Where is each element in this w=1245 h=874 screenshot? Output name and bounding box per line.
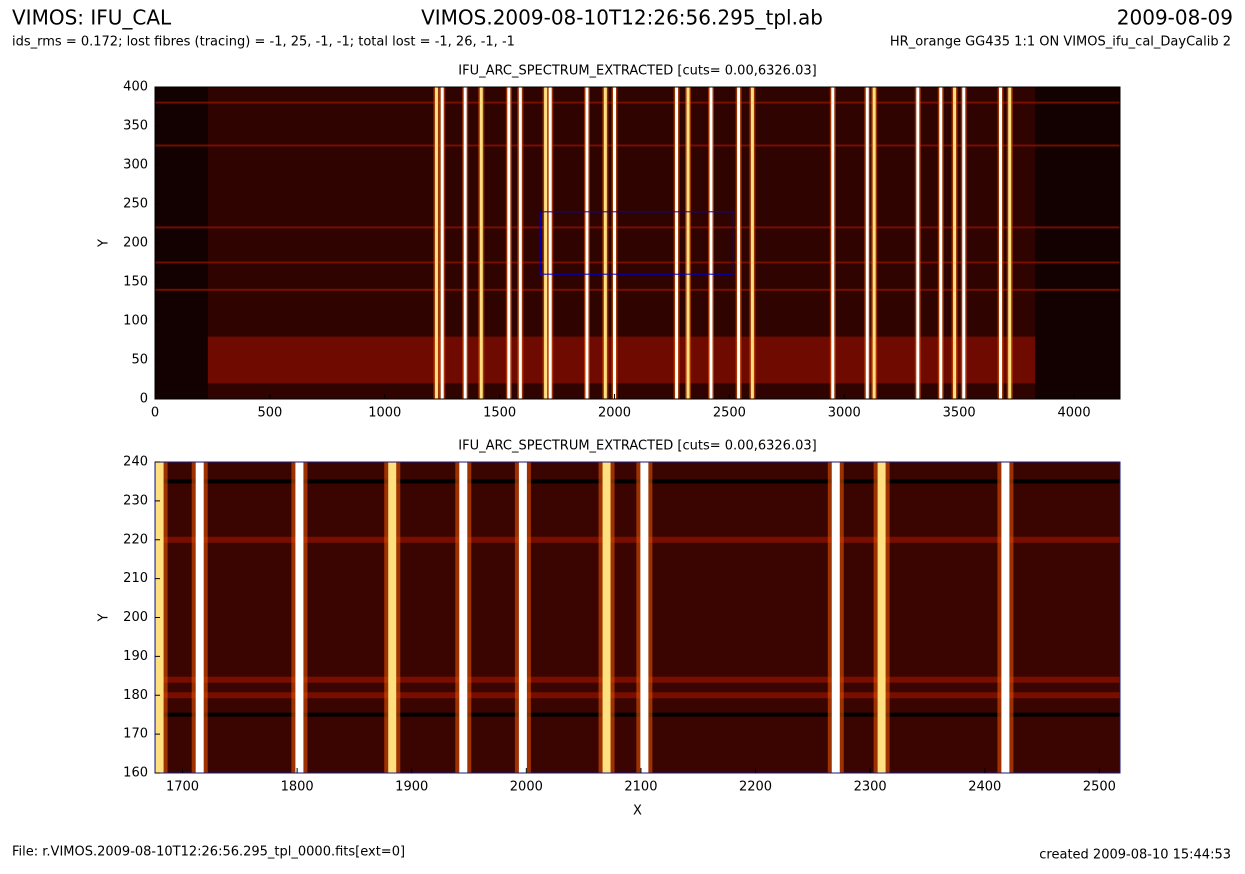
- arc-line: [999, 87, 1003, 399]
- x-tick-label: 3500: [943, 406, 976, 421]
- fibre-row: [155, 101, 1120, 104]
- y-tick-label: 160: [123, 766, 148, 781]
- y-tick-label: 230: [123, 493, 148, 508]
- x-tick-label: 2500: [1083, 780, 1116, 795]
- arc-line: [440, 87, 444, 399]
- y-tick-label: 400: [123, 80, 148, 95]
- header-date: 2009-08-09: [1117, 6, 1233, 30]
- fibre-row: [155, 144, 1120, 147]
- arc-line: [953, 87, 957, 399]
- x-tick-label: 1000: [368, 406, 401, 421]
- x-tick-label: 2400: [968, 780, 1001, 795]
- x-tick-label: 2100: [624, 780, 657, 795]
- panel-title: IFU_ARC_SPECTRUM_EXTRACTED [cuts= 0.00,6…: [458, 439, 816, 454]
- arc-line: [640, 462, 649, 773]
- y-tick-label: 210: [123, 571, 148, 586]
- arc-line: [613, 87, 617, 399]
- arc-line: [195, 462, 204, 773]
- x-tick-label: 1800: [281, 780, 314, 795]
- y-tick-label: 0: [140, 392, 148, 407]
- fibre-row: [155, 226, 1120, 229]
- arc-line: [939, 87, 943, 399]
- y-axis-label: Y: [97, 613, 112, 622]
- arc-line: [686, 87, 690, 399]
- arc-line: [518, 462, 527, 773]
- y-tick-label: 250: [123, 197, 148, 212]
- fibre-row: [155, 288, 1120, 291]
- header-info-left: ids_rms = 0.172; lost fibres (tracing) =…: [12, 35, 515, 50]
- arc-line: [962, 87, 966, 399]
- footer-created: created 2009-08-10 15:44:53: [1039, 848, 1231, 863]
- x-tick-label: 1700: [166, 780, 199, 795]
- x-tick-label: 1900: [395, 780, 428, 795]
- y-axis-label: Y: [97, 239, 112, 248]
- y-tick-label: 240: [123, 455, 148, 470]
- y-tick-label: 180: [123, 688, 148, 703]
- arc-line: [750, 87, 754, 399]
- arc-line: [602, 462, 611, 773]
- x-tick-label: 2500: [713, 406, 746, 421]
- arc-line: [872, 87, 876, 399]
- arc-line: [831, 462, 840, 773]
- footer-file: File: r.VIMOS.2009-08-10T12:26:56.295_tp…: [12, 845, 405, 860]
- fibre-row: [155, 261, 1120, 264]
- arc-line: [877, 462, 886, 773]
- header-title: VIMOS: IFU_CAL: [12, 6, 172, 30]
- x-tick-label: 0: [151, 406, 159, 421]
- arc-line: [507, 87, 511, 399]
- x-tick-label: 2200: [739, 780, 772, 795]
- y-tick-label: 150: [123, 275, 148, 290]
- arc-line: [295, 462, 304, 773]
- header-file-title: VIMOS.2009-08-10T12:26:56.295_tpl.ab: [421, 6, 823, 30]
- zoom-box: [539, 211, 734, 275]
- y-tick-label: 220: [123, 532, 148, 547]
- arc-line: [709, 87, 713, 399]
- arc-line: [737, 87, 741, 399]
- arc-line: [1008, 87, 1012, 399]
- y-tick-label: 170: [123, 727, 148, 742]
- arc-line: [463, 87, 467, 399]
- arc-line: [434, 87, 438, 399]
- arc-line: [831, 87, 835, 399]
- image-area: [155, 87, 1120, 399]
- arc-line: [544, 87, 548, 399]
- x-tick-label: 2000: [510, 780, 543, 795]
- y-tick-label: 50: [131, 353, 148, 368]
- arc-line: [865, 87, 869, 399]
- arc-line: [479, 87, 483, 399]
- panel-title: IFU_ARC_SPECTRUM_EXTRACTED [cuts= 0.00,6…: [458, 64, 816, 79]
- arc-line: [603, 87, 607, 399]
- bright-band: [207, 336, 1035, 384]
- arc-line: [518, 87, 522, 399]
- arc-line: [1001, 462, 1010, 773]
- arc-line: [459, 462, 468, 773]
- x-tick-label: 2000: [598, 406, 631, 421]
- x-tick-label: 3000: [828, 406, 861, 421]
- x-tick-label: 500: [257, 406, 282, 421]
- y-tick-label: 350: [123, 119, 148, 134]
- y-tick-label: 100: [123, 314, 148, 329]
- x-tick-label: 2300: [854, 780, 887, 795]
- y-tick-label: 190: [123, 649, 148, 664]
- header-info-right: HR_orange GG435 1:1 ON VIMOS_ifu_cal_Day…: [890, 35, 1231, 50]
- y-tick-label: 200: [123, 236, 148, 251]
- arc-line: [388, 462, 397, 773]
- y-tick-label: 200: [123, 610, 148, 625]
- arc-line: [675, 87, 679, 399]
- x-tick-label: 4000: [1058, 406, 1091, 421]
- x-tick-label: 1500: [483, 406, 516, 421]
- y-tick-label: 300: [123, 158, 148, 173]
- image-area: [155, 462, 1120, 773]
- arc-line: [548, 87, 552, 399]
- x-axis-label: X: [633, 804, 642, 819]
- arc-line: [916, 87, 920, 399]
- arc-line: [585, 87, 589, 399]
